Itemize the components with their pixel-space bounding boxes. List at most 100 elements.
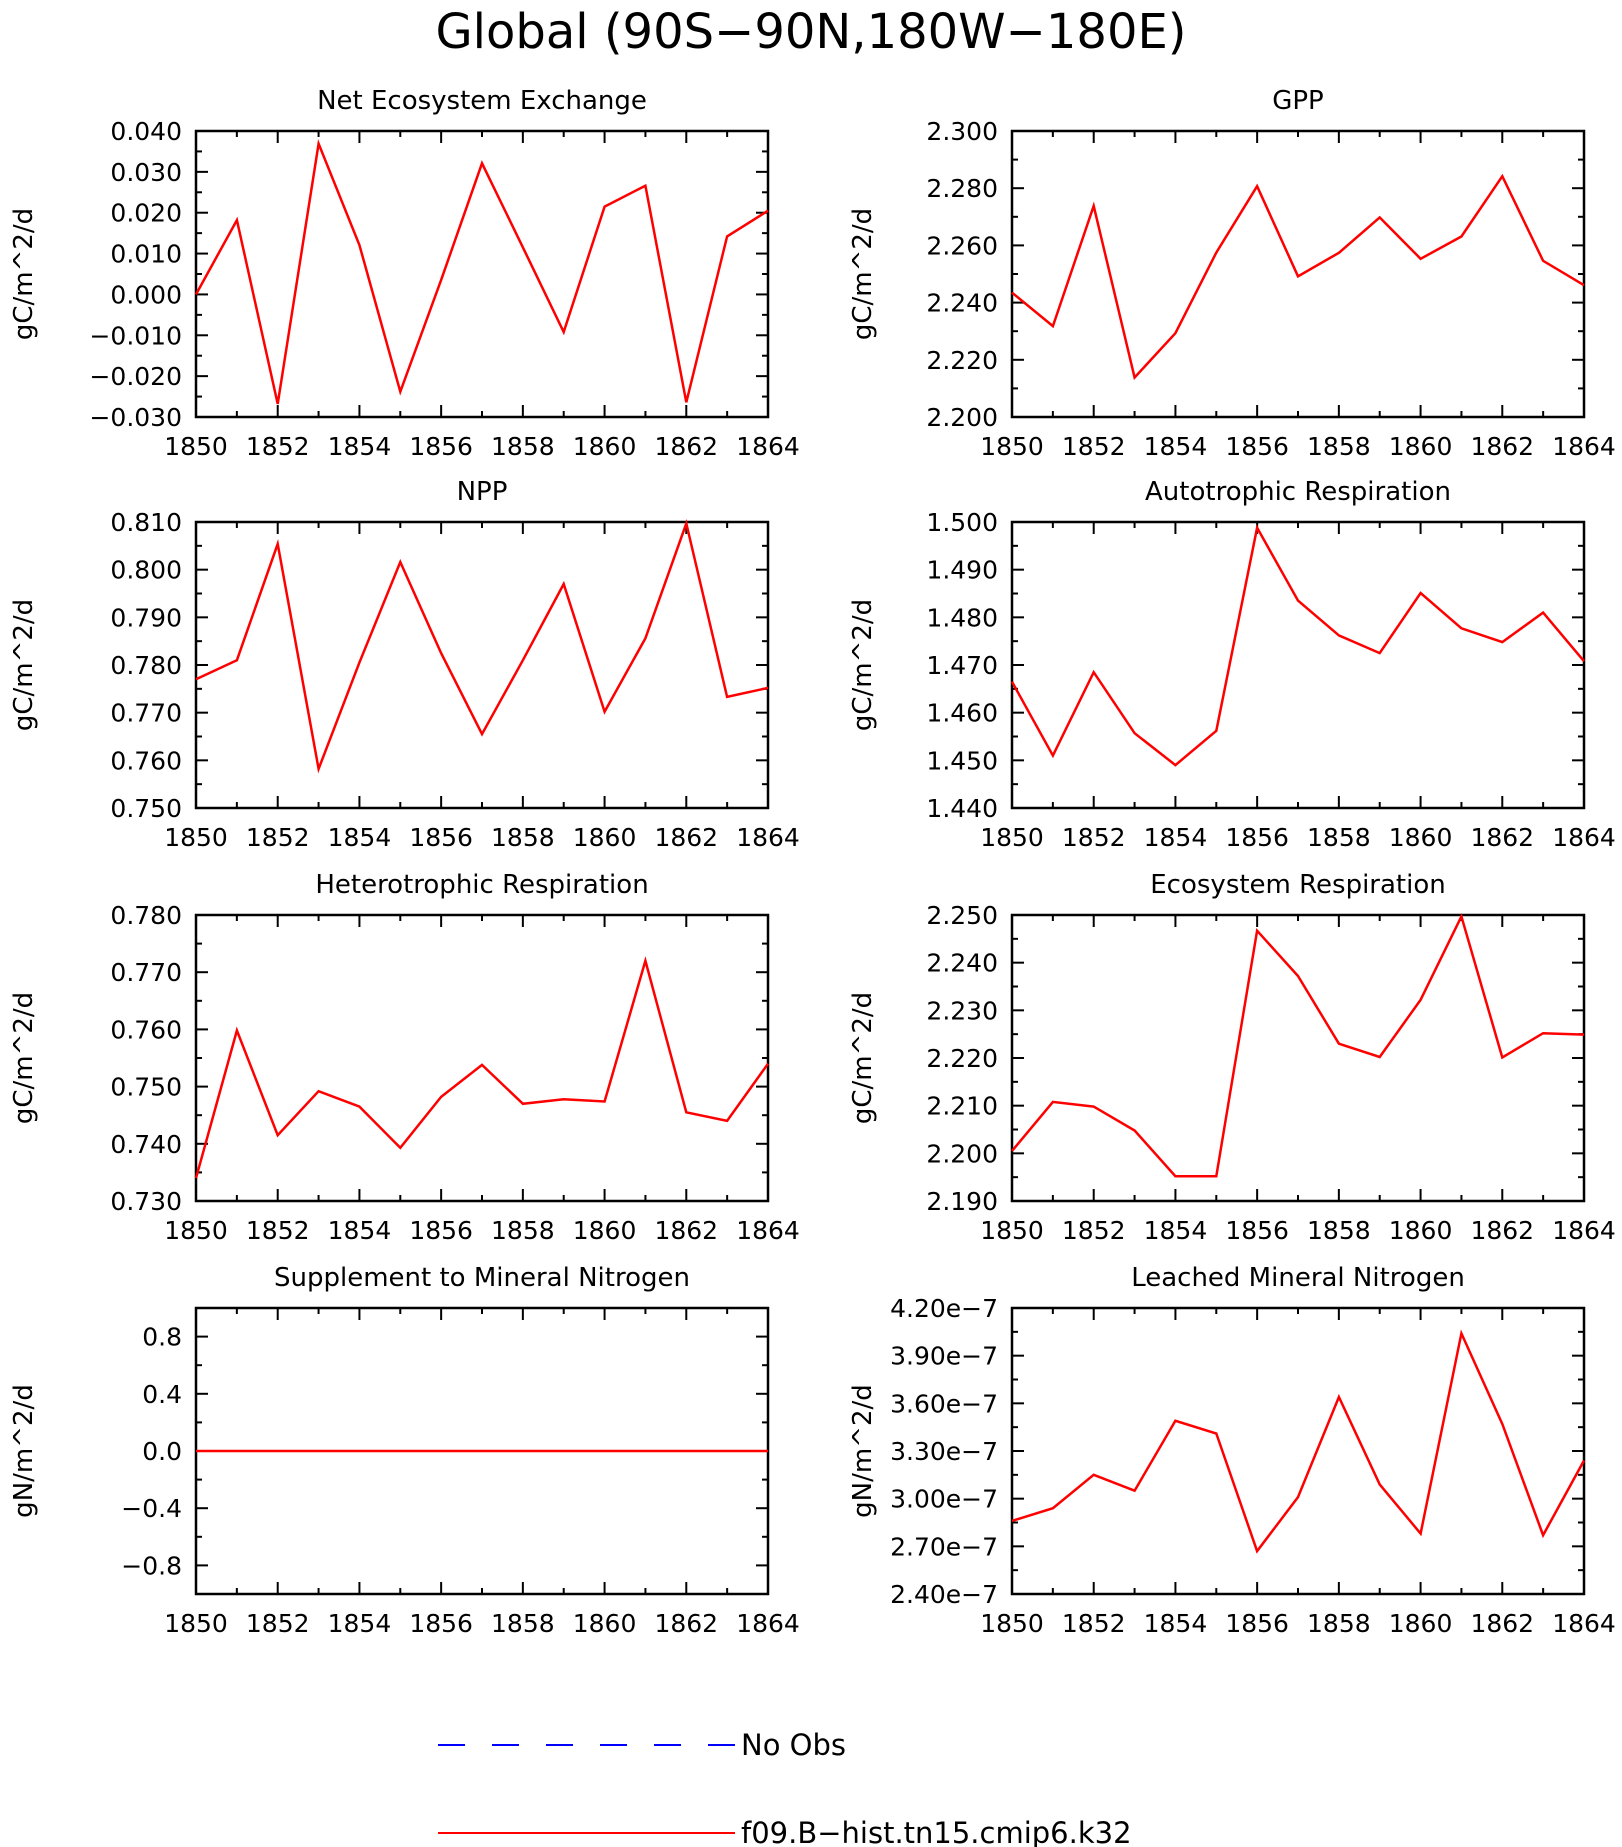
- x-tick-label: 1852: [1062, 432, 1126, 461]
- x-tick-label: 1856: [409, 1216, 473, 1245]
- x-tick-label: 1854: [328, 1216, 392, 1245]
- y-tick-label: 3.30e−7: [890, 1437, 998, 1466]
- y-tick-label: 1.500: [926, 508, 998, 537]
- x-tick-label: 1862: [1470, 1609, 1534, 1638]
- x-tick-label: 1862: [654, 1216, 718, 1245]
- x-tick-label: 1864: [736, 1216, 800, 1245]
- y-tick-label: 3.90e−7: [890, 1342, 998, 1371]
- panel-npp: NPP 1850 1852 1854 1856 1858 1860 1862 1864 0.750…: [9, 477, 800, 852]
- x-tick-label: 1850: [980, 1609, 1044, 1638]
- y-axis-label: gC/m^2/d: [848, 208, 878, 340]
- y-axis-label: gC/m^2/d: [9, 208, 39, 340]
- y-tick-label: 0.730: [110, 1187, 182, 1216]
- legend-label: f09.B−hist.tn15.cmip6.k32: [741, 1816, 1132, 1847]
- y-tick-label: 2.200: [926, 403, 998, 432]
- x-tick-label: 1852: [1062, 1609, 1126, 1638]
- y-tick-label: 0.770: [110, 958, 182, 987]
- y-tick-label: 1.450: [926, 746, 998, 775]
- y-tick-label: 2.300: [926, 117, 998, 146]
- panel-title: Net Ecosystem Exchange: [317, 86, 647, 116]
- x-tick-label: 1858: [491, 1609, 555, 1638]
- x-tick-label: 1860: [1389, 432, 1453, 461]
- x-tick-label: 1856: [409, 823, 473, 852]
- x-tick-label: 1854: [328, 823, 392, 852]
- y-tick-label: 0.750: [110, 1073, 182, 1102]
- y-tick-label: 1.490: [926, 556, 998, 585]
- series-line: [1010, 524, 1585, 767]
- y-tick-label: 0.000: [110, 280, 182, 309]
- series-line: [1011, 173, 1585, 381]
- x-tick-label: 1864: [736, 823, 800, 852]
- y-tick-label: 0.800: [110, 556, 182, 585]
- plot-frame: [194, 913, 770, 1203]
- y-tick-label: 0.010: [110, 240, 182, 269]
- x-tick-label: 1850: [980, 432, 1044, 461]
- x-tick-label: 1854: [328, 1609, 392, 1638]
- x-tick-label: 1858: [491, 1216, 555, 1245]
- y-tick-label: 2.200: [926, 1139, 998, 1168]
- x-tick-label: 1852: [246, 823, 310, 852]
- y-axis-label: gC/m^2/d: [9, 599, 39, 731]
- x-tick-label: 1862: [654, 1609, 718, 1638]
- x-tick-label: 1858: [1307, 1609, 1371, 1638]
- y-tick-label: 1.470: [926, 651, 998, 680]
- plot-frame: [1010, 913, 1586, 1203]
- x-tick-label: 1854: [1144, 1609, 1208, 1638]
- x-tick-label: 1854: [328, 432, 392, 461]
- y-tick-label: 1.440: [926, 794, 998, 823]
- y-tick-label: 2.190: [926, 1187, 998, 1216]
- y-tick-label: −0.020: [89, 362, 182, 391]
- panel-title: Heterotrophic Respiration: [315, 870, 648, 900]
- series-line: [194, 139, 769, 405]
- y-tick-label: 0.760: [110, 1015, 182, 1044]
- x-tick-label: 1862: [654, 432, 718, 461]
- y-tick-label: 0.8: [142, 1323, 182, 1352]
- y-tick-label: 2.220: [926, 346, 998, 375]
- x-tick-label: 1860: [573, 1609, 637, 1638]
- series-line: [194, 956, 770, 1179]
- x-tick-label: 1858: [491, 823, 555, 852]
- x-tick-label: 1856: [1225, 1609, 1289, 1638]
- series-line: [1011, 912, 1585, 1178]
- x-tick-label: 1856: [1225, 432, 1289, 461]
- x-tick-label: 1850: [980, 823, 1044, 852]
- x-tick-label: 1862: [1470, 432, 1534, 461]
- y-axis-label: gN/m^2/d: [9, 1384, 39, 1518]
- panel-ecosystem-respiration: Ecosystem Respiration 1850 1852 1854 1856 185…: [848, 870, 1616, 1245]
- x-tick-label: 1850: [164, 1216, 228, 1245]
- panel-title: GPP: [1272, 86, 1324, 116]
- y-tick-label: 2.210: [926, 1092, 998, 1121]
- x-tick-label: 1860: [573, 432, 637, 461]
- x-tick-label: 1854: [1144, 1216, 1208, 1245]
- x-tick-label: 1854: [1144, 432, 1208, 461]
- x-tick-label: 1862: [654, 823, 718, 852]
- panel-title: Ecosystem Respiration: [1150, 870, 1445, 900]
- y-axis-label: gC/m^2/d: [9, 992, 39, 1124]
- y-tick-label: −0.8: [121, 1551, 182, 1580]
- x-tick-label: 1852: [246, 432, 310, 461]
- y-tick-label: 2.70e−7: [890, 1532, 998, 1561]
- panel-title: Supplement to Mineral Nitrogen: [274, 1263, 690, 1293]
- x-tick-label: 1854: [1144, 823, 1208, 852]
- y-tick-label: 0.780: [110, 651, 182, 680]
- figure-title: Global (90S−90N,180W−180E): [435, 4, 1186, 60]
- x-tick-label: 1862: [1470, 823, 1534, 852]
- x-tick-label: 1860: [1389, 1609, 1453, 1638]
- panel-net-ecosystem-exchange: Net Ecosystem Exchange 1850 1852 1854 1856 18…: [9, 86, 800, 461]
- legend: No Obs f09.B−hist.tn15.cmip6.k32: [438, 1728, 1132, 1847]
- y-tick-label: 0.040: [110, 117, 182, 146]
- x-tick-label: 1852: [246, 1216, 310, 1245]
- legend-label: No Obs: [741, 1728, 846, 1762]
- y-tick-label: 2.230: [926, 996, 998, 1025]
- panel-title: NPP: [457, 477, 508, 507]
- y-tick-label: 2.40e−7: [890, 1580, 998, 1609]
- y-tick-label: 0.810: [110, 508, 182, 537]
- y-tick-label: 0.750: [110, 794, 182, 823]
- y-tick-label: 0.4: [142, 1380, 182, 1409]
- y-tick-label: 0.740: [110, 1130, 182, 1159]
- y-tick-label: 2.240: [926, 949, 998, 978]
- panels: Net Ecosystem Exchange 1850 1852 1854 1856 18…: [9, 86, 1616, 1638]
- y-axis-label: gN/m^2/d: [848, 1384, 878, 1518]
- x-tick-label: 1864: [736, 432, 800, 461]
